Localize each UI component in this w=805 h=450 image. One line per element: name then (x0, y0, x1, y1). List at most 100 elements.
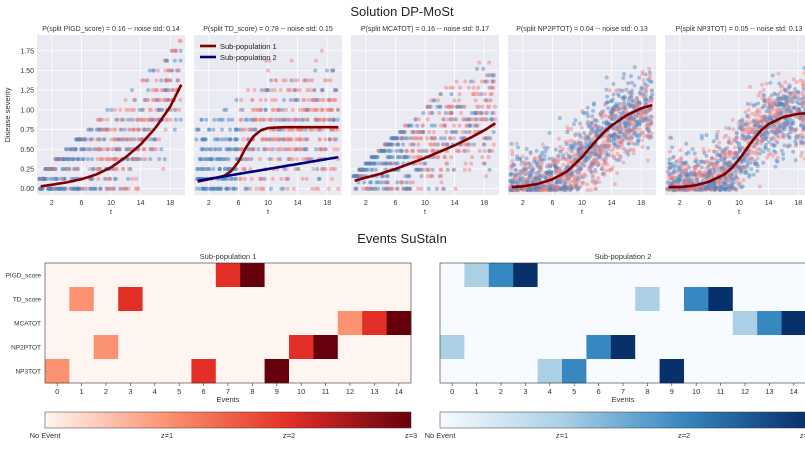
data-point (37, 186, 42, 191)
data-point (756, 107, 761, 112)
data-point (617, 134, 622, 139)
data-point (555, 154, 560, 159)
data-point (611, 92, 616, 97)
data-point (555, 180, 560, 185)
heatmap-title: Sub-population 1 (200, 252, 257, 261)
data-point (539, 153, 544, 158)
data-point (618, 123, 623, 128)
data-point (703, 186, 708, 191)
data-point (714, 186, 719, 191)
data-point (535, 185, 540, 190)
data-point (617, 129, 622, 134)
data-point (609, 99, 614, 104)
data-point (602, 143, 607, 148)
data-point (800, 135, 805, 140)
data-point (627, 90, 632, 95)
heatmap-cell (781, 335, 805, 360)
data-point (727, 140, 732, 145)
data-point (482, 161, 487, 166)
data-point (595, 160, 600, 165)
x-tick-label: 2 (207, 200, 211, 207)
data-point (711, 181, 716, 186)
data-point (431, 129, 436, 134)
data-point (585, 105, 590, 110)
data-point (593, 122, 598, 127)
data-point (317, 137, 322, 142)
data-point (558, 186, 563, 191)
data-point (535, 186, 540, 191)
data-point (574, 180, 579, 185)
data-point (138, 157, 143, 162)
data-point (528, 172, 533, 177)
data-point (690, 186, 695, 191)
data-point (545, 164, 550, 169)
data-point (762, 98, 767, 103)
data-point (702, 174, 707, 179)
data-point (749, 102, 754, 107)
heatmap-cell (264, 359, 290, 384)
data-point (573, 178, 578, 183)
data-point (591, 108, 596, 113)
data-point (573, 118, 578, 123)
data-point (637, 75, 642, 80)
data-point (801, 120, 805, 125)
data-point (552, 187, 557, 192)
data-point (724, 177, 729, 182)
data-point (698, 184, 703, 189)
data-point (634, 133, 639, 138)
data-point (449, 129, 454, 134)
data-point (136, 137, 141, 142)
data-point (707, 148, 712, 153)
data-point (784, 94, 789, 99)
data-point (782, 125, 787, 130)
data-point (683, 187, 688, 192)
data-point (590, 128, 595, 133)
data-point (599, 156, 604, 161)
data-point (627, 141, 632, 146)
data-point (801, 126, 805, 131)
data-point (449, 92, 454, 97)
data-point (649, 79, 654, 84)
data-point (791, 97, 796, 102)
data-point (117, 147, 122, 152)
data-point (203, 147, 208, 152)
data-point (721, 165, 726, 170)
data-point (756, 124, 761, 129)
data-point (712, 186, 717, 191)
data-point (700, 187, 705, 192)
data-point (674, 187, 679, 192)
data-point (732, 186, 737, 191)
data-point (558, 180, 563, 185)
data-point (538, 186, 543, 191)
data-point (779, 148, 784, 153)
heatmap-cell (781, 359, 805, 384)
data-point (757, 110, 762, 115)
data-point (719, 166, 724, 171)
data-point (752, 130, 757, 135)
data-point (728, 184, 733, 189)
data-point (716, 167, 721, 172)
data-point (669, 171, 674, 176)
data-point (713, 185, 718, 190)
data-point (730, 117, 735, 122)
data-point (600, 171, 605, 176)
data-point (782, 143, 787, 148)
data-point (543, 187, 548, 192)
data-point (771, 125, 776, 130)
data-point (713, 180, 718, 185)
data-point (560, 175, 565, 180)
data-point (679, 160, 684, 165)
data-point (798, 78, 803, 83)
data-point (585, 135, 590, 140)
data-point (416, 136, 421, 141)
data-point (767, 114, 772, 119)
data-point (728, 162, 733, 167)
data-point (680, 170, 685, 175)
data-point (770, 142, 775, 147)
data-point (778, 96, 783, 101)
data-point (790, 118, 795, 123)
data-point (708, 167, 713, 172)
data-point (643, 109, 648, 114)
data-point (605, 144, 610, 149)
data-point (573, 183, 578, 188)
